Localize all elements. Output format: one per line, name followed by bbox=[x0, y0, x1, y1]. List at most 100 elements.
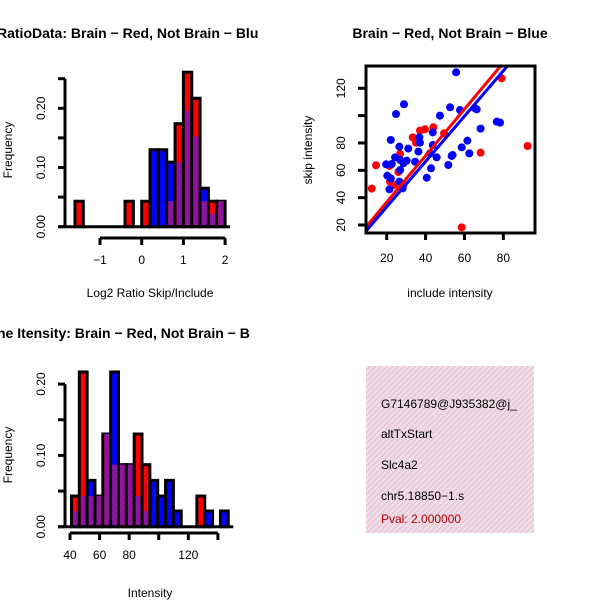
event-location: chr5.18850−1.s bbox=[381, 489, 464, 503]
scatter-plot-box bbox=[364, 64, 537, 235]
histogram-overlap-bar bbox=[127, 464, 133, 526]
scatter-xlabel: include intensity bbox=[407, 286, 492, 300]
info-panel-background bbox=[366, 366, 534, 533]
blue-point bbox=[444, 160, 453, 169]
histogram-bar bbox=[218, 509, 230, 529]
histogram-overlap-bar bbox=[184, 110, 191, 226]
event-id: G7146789@J935382@j_ bbox=[381, 397, 517, 411]
blue-point bbox=[448, 151, 457, 160]
ratio-histogram-ylabel: Frequency bbox=[1, 122, 15, 179]
histogram-overlap-bar bbox=[80, 496, 86, 526]
blue-point bbox=[428, 128, 437, 137]
scatter-ylabel: skip intensity bbox=[301, 116, 315, 185]
blue-point bbox=[385, 185, 394, 194]
blue-point bbox=[427, 164, 436, 173]
blue-point bbox=[465, 149, 474, 158]
blue-point bbox=[396, 166, 405, 175]
blue-point bbox=[414, 147, 423, 156]
blue-point bbox=[386, 174, 395, 183]
y-tick-label: 0.10 bbox=[34, 443, 48, 467]
histogram-overlap-bar bbox=[193, 136, 199, 226]
ratio-histogram-bars bbox=[73, 70, 227, 229]
y-tick-label: 40 bbox=[334, 191, 348, 205]
blue-point bbox=[476, 124, 485, 133]
histogram-bar bbox=[171, 509, 183, 529]
p-value: Pval: 2.000000 bbox=[381, 512, 461, 526]
x-tick-label: 80 bbox=[497, 251, 511, 265]
x-tick-label: −1 bbox=[93, 253, 107, 267]
intensity-histogram: ne Itensity: Brain − Red, Not Brain − B … bbox=[0, 325, 250, 600]
x-tick-label: 60 bbox=[93, 548, 107, 562]
histogram-overlap-bar bbox=[143, 511, 149, 526]
blue-fit-line bbox=[366, 66, 510, 233]
blue-point bbox=[432, 153, 441, 162]
histogram-overlap-bar bbox=[104, 434, 110, 526]
ratio-histogram: RatioData: Brain − Red, Not Brain − Blu … bbox=[0, 25, 258, 300]
x-tick-label: 60 bbox=[458, 251, 472, 265]
red-point bbox=[367, 184, 376, 193]
red-point bbox=[415, 126, 424, 135]
ratio-histogram-axes: 0.00 0.10 0.20 −1 0 1 2 bbox=[34, 77, 231, 267]
scatter-plot-area bbox=[366, 66, 532, 233]
histogram-overlap-bar bbox=[96, 496, 102, 526]
x-tick-label: 40 bbox=[419, 251, 433, 265]
x-tick-label: 0 bbox=[138, 253, 145, 267]
blue-point bbox=[472, 105, 481, 114]
histogram-bar bbox=[123, 199, 135, 229]
x-tick-label: 120 bbox=[178, 548, 198, 562]
blue-point bbox=[404, 144, 413, 153]
red-point bbox=[476, 148, 485, 157]
blue-point bbox=[496, 118, 505, 127]
ratio-histogram-xlabel: Log2 Ratio Skip/Include bbox=[87, 286, 214, 300]
blue-point bbox=[399, 159, 408, 168]
y-tick-label: 0.20 bbox=[34, 96, 48, 120]
histogram-bar bbox=[73, 199, 85, 229]
red-point bbox=[372, 161, 381, 170]
histogram-bar bbox=[203, 509, 215, 529]
blue-point bbox=[435, 111, 444, 120]
histogram-overlap-bar bbox=[209, 213, 216, 226]
histogram-overlap-bar bbox=[112, 464, 118, 526]
intensity-histogram-bars bbox=[69, 370, 230, 529]
y-tick-label: 120 bbox=[334, 78, 348, 98]
histogram-overlap-bar bbox=[72, 511, 78, 526]
blue-point bbox=[392, 109, 401, 118]
histogram-overlap-bar bbox=[168, 201, 174, 226]
y-tick-label: 80 bbox=[334, 136, 348, 150]
intensity-scatter: Brain − Red, Not Brain − Blue 20 40 60 8020… bbox=[301, 25, 548, 300]
intensity-histogram-ylabel: Frequency bbox=[1, 427, 15, 484]
histogram-overlap-bar bbox=[176, 162, 182, 226]
ratio-histogram-title: RatioData: Brain − Red, Not Brain − Blu bbox=[0, 25, 258, 41]
blue-point bbox=[382, 160, 391, 169]
blue-point bbox=[422, 173, 431, 182]
blue-point bbox=[387, 160, 396, 169]
blue-point bbox=[400, 100, 409, 109]
scatter-axes: 20 40 60 80 20 40 60 80 120 bbox=[334, 78, 510, 265]
histogram-overlap-bar bbox=[218, 201, 224, 226]
blue-point bbox=[415, 138, 424, 147]
histogram-overlap-bar bbox=[120, 464, 125, 526]
y-tick-label: 0.00 bbox=[34, 515, 48, 539]
red-point bbox=[457, 223, 466, 232]
y-tick-label: 0.00 bbox=[34, 215, 48, 239]
info-panel: G7146789@J935382@j_ altTxStart Slc4a2 ch… bbox=[366, 366, 534, 533]
intensity-histogram-xlabel: Intensity bbox=[128, 586, 173, 600]
red-point bbox=[523, 141, 532, 150]
histogram-overlap-bar bbox=[135, 496, 141, 526]
blue-point bbox=[446, 103, 455, 112]
blue-point bbox=[395, 142, 404, 151]
blue-point bbox=[463, 136, 472, 145]
x-tick-label: 40 bbox=[63, 548, 77, 562]
event-type: altTxStart bbox=[381, 427, 433, 441]
blue-point bbox=[452, 68, 461, 77]
y-tick-label: 0.20 bbox=[34, 372, 48, 396]
histogram-overlap-bar bbox=[88, 496, 94, 526]
x-tick-label: 1 bbox=[180, 253, 187, 267]
x-tick-label: 2 bbox=[222, 253, 229, 267]
blue-point bbox=[386, 135, 395, 144]
red-fit-line bbox=[366, 66, 503, 229]
histogram-overlap-bar bbox=[201, 201, 207, 226]
y-tick-label: 60 bbox=[334, 163, 348, 177]
y-tick-label: 20 bbox=[334, 218, 348, 232]
